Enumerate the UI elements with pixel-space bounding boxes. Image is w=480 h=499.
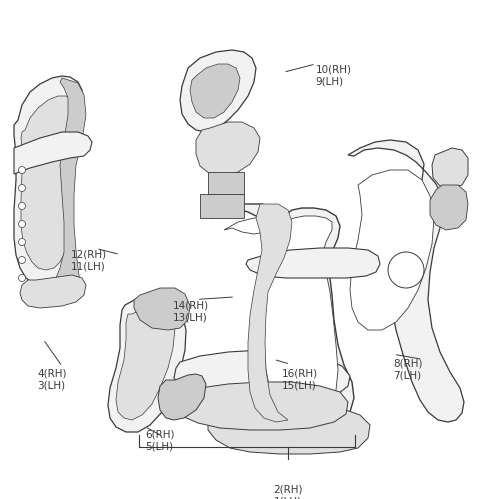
- Text: 10(RH)
9(LH): 10(RH) 9(LH): [316, 65, 352, 87]
- Polygon shape: [200, 194, 244, 218]
- Polygon shape: [174, 350, 350, 402]
- Text: 2(RH)
1(LH): 2(RH) 1(LH): [273, 484, 303, 499]
- Polygon shape: [196, 122, 260, 176]
- Polygon shape: [208, 404, 370, 454]
- Polygon shape: [56, 78, 86, 296]
- Polygon shape: [248, 204, 292, 422]
- Polygon shape: [14, 132, 92, 174]
- Polygon shape: [246, 248, 380, 278]
- Text: 12(RH)
11(LH): 12(RH) 11(LH): [71, 250, 107, 271]
- Polygon shape: [174, 382, 348, 430]
- Polygon shape: [21, 96, 74, 270]
- Polygon shape: [190, 64, 240, 118]
- Text: 8(RH)
7(LH): 8(RH) 7(LH): [394, 358, 423, 380]
- Polygon shape: [14, 76, 82, 286]
- Circle shape: [388, 252, 424, 288]
- Polygon shape: [180, 50, 256, 132]
- Circle shape: [19, 185, 25, 192]
- Circle shape: [19, 256, 25, 263]
- Circle shape: [19, 221, 25, 228]
- Polygon shape: [116, 306, 175, 420]
- Polygon shape: [134, 288, 190, 330]
- Polygon shape: [432, 148, 468, 188]
- Polygon shape: [348, 140, 464, 422]
- Circle shape: [19, 167, 25, 174]
- Polygon shape: [224, 216, 338, 416]
- Polygon shape: [430, 185, 468, 230]
- Polygon shape: [20, 275, 86, 308]
- Polygon shape: [108, 295, 186, 432]
- Polygon shape: [208, 172, 244, 194]
- Text: 16(RH)
15(LH): 16(RH) 15(LH): [282, 368, 318, 390]
- Text: 6(RH)
5(LH): 6(RH) 5(LH): [145, 429, 174, 451]
- Text: 14(RH)
13(LH): 14(RH) 13(LH): [173, 300, 209, 322]
- Polygon shape: [210, 204, 354, 430]
- Circle shape: [19, 239, 25, 246]
- Text: 4(RH)
3(LH): 4(RH) 3(LH): [37, 368, 67, 390]
- Polygon shape: [158, 374, 206, 420]
- Circle shape: [19, 203, 25, 210]
- Circle shape: [19, 274, 25, 281]
- Polygon shape: [350, 170, 434, 330]
